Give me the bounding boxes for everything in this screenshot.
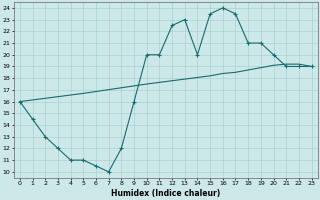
X-axis label: Humidex (Indice chaleur): Humidex (Indice chaleur)	[111, 189, 220, 198]
